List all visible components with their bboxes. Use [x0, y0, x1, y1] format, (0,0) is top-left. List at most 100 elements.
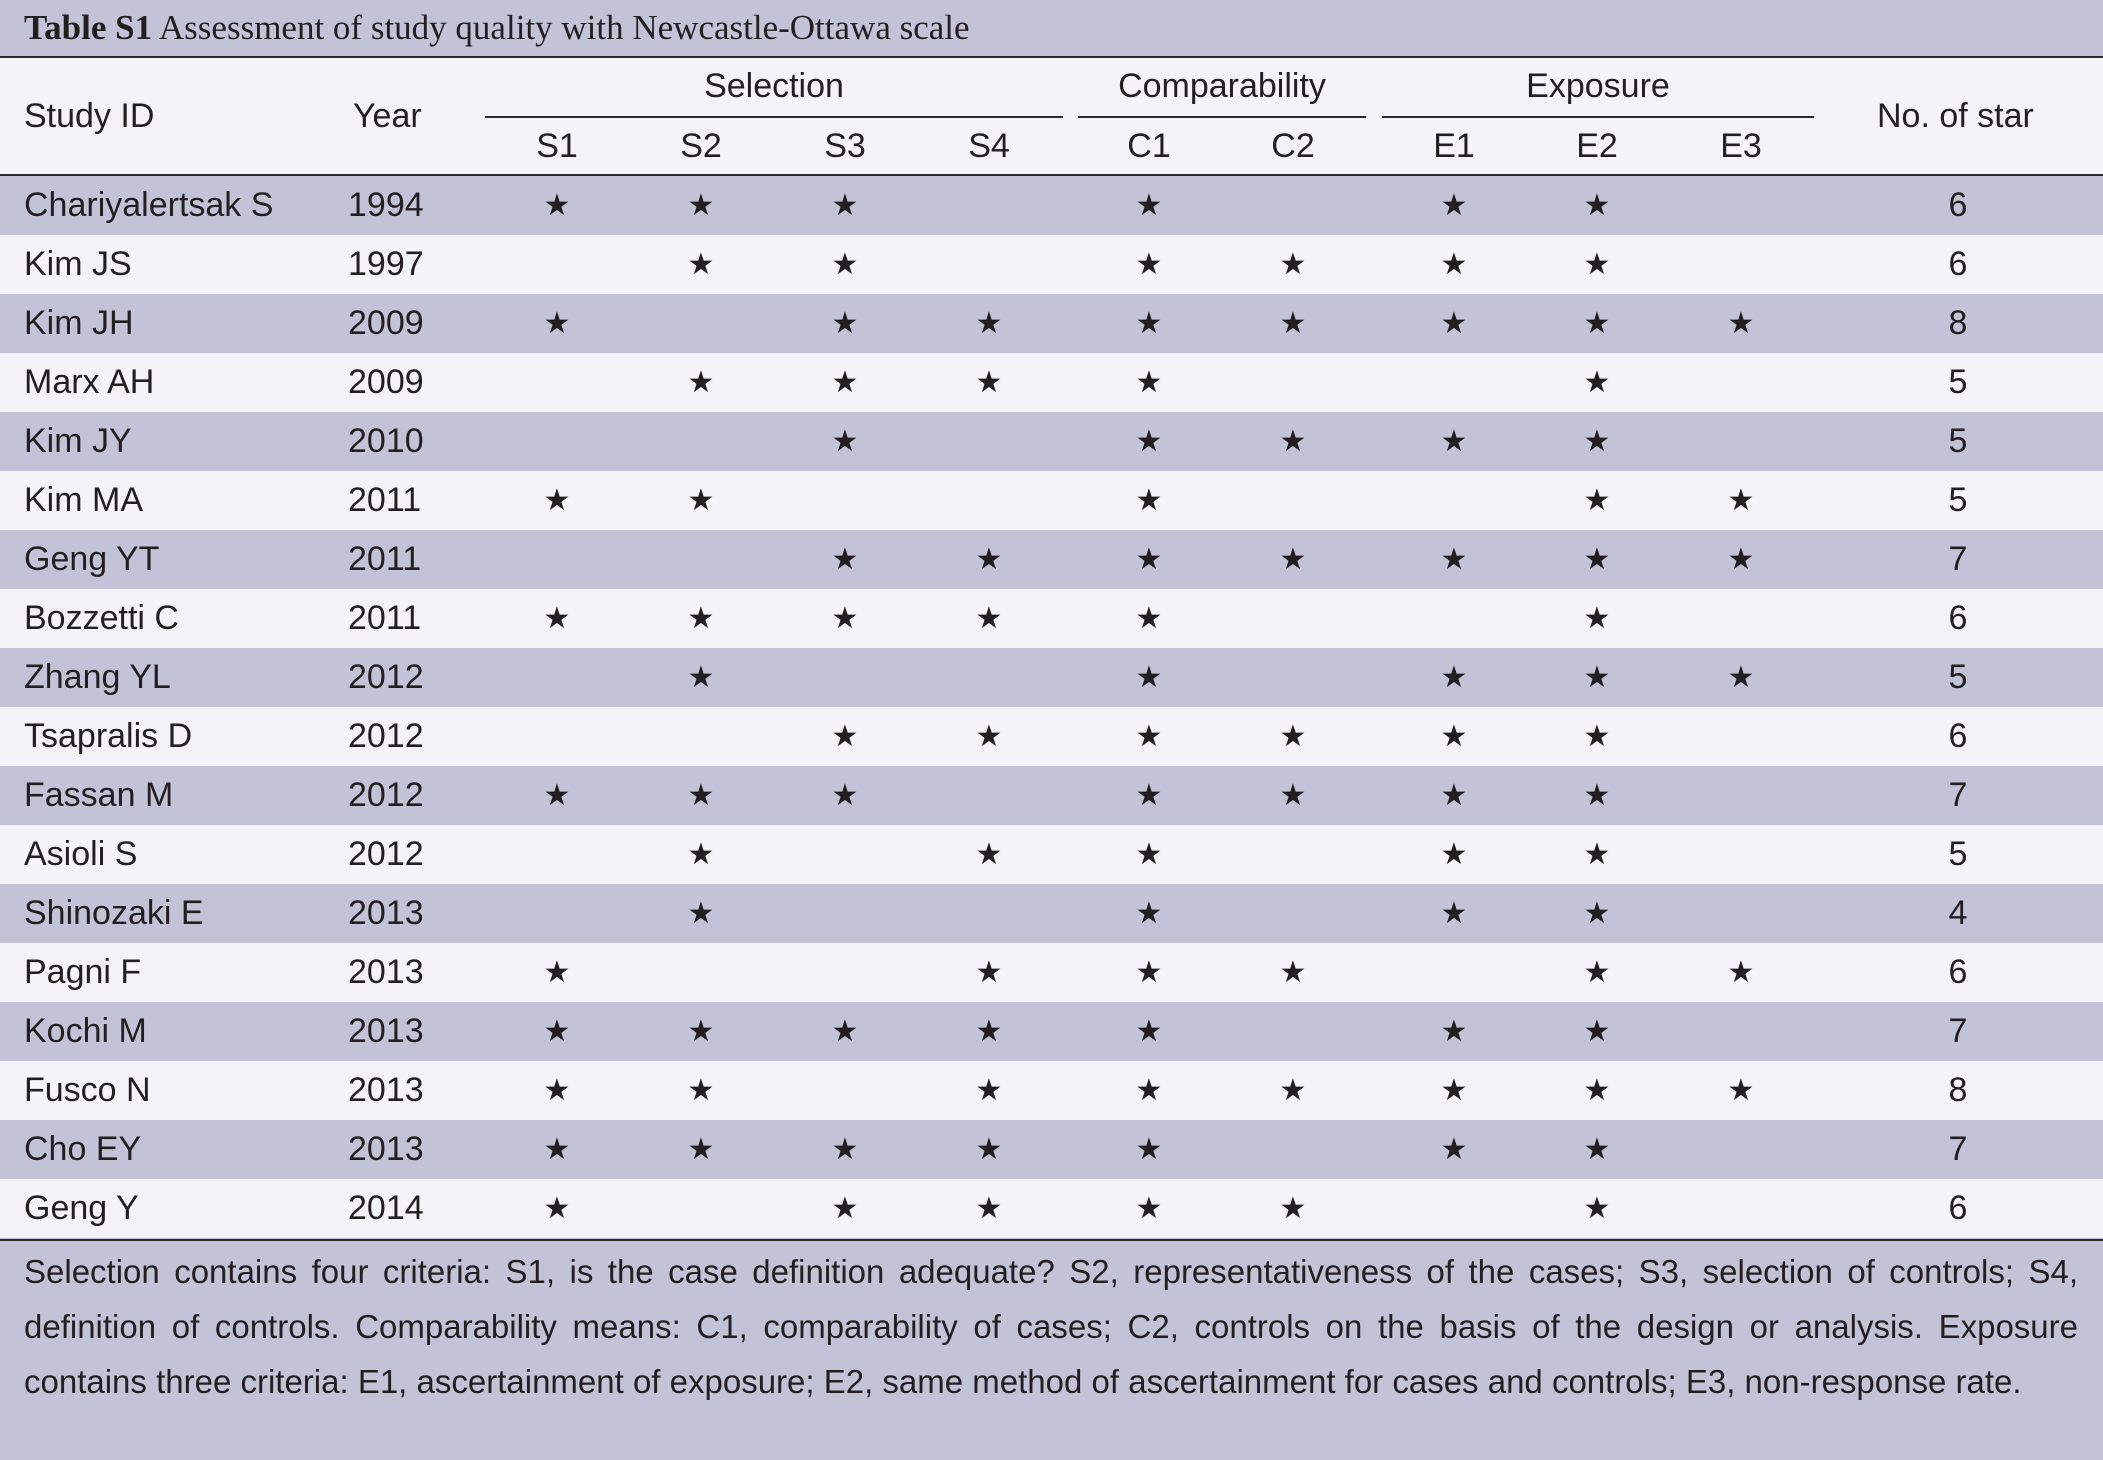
- star-icon: ★: [975, 955, 1003, 990]
- cell-study-id: Kochi M: [24, 1012, 147, 1050]
- star-icon: ★: [687, 1014, 715, 1049]
- header-no-of-star: No. of star: [1877, 97, 2034, 135]
- cell-star-total: 4: [1948, 894, 1968, 932]
- star-icon: ★: [1440, 719, 1468, 754]
- star-icon: ★: [1440, 1132, 1468, 1167]
- star-icon: ★: [831, 601, 859, 636]
- star-icon: ★: [687, 247, 715, 282]
- cell-study-id: Geng YT: [24, 540, 160, 578]
- star-icon: ★: [1135, 896, 1163, 931]
- star-icon: ★: [975, 1073, 1003, 1108]
- table-row: Cho EY 2013 ★ ★ ★ ★ ★ ★ ★ 7: [0, 1120, 2103, 1179]
- star-icon: ★: [687, 601, 715, 636]
- star-icon: ★: [1440, 424, 1468, 459]
- star-icon: ★: [1583, 601, 1611, 636]
- star-icon: ★: [975, 601, 1003, 636]
- star-icon: ★: [1583, 896, 1611, 931]
- star-icon: ★: [687, 778, 715, 813]
- header-criterion-s3: S3: [824, 127, 866, 165]
- header-group-selection: Selection: [704, 67, 844, 105]
- star-icon: ★: [1135, 660, 1163, 695]
- cell-year: 2012: [348, 776, 424, 814]
- star-icon: ★: [1583, 542, 1611, 577]
- star-icon: ★: [687, 660, 715, 695]
- cell-study-id: Zhang YL: [24, 658, 171, 696]
- star-icon: ★: [1135, 1073, 1163, 1108]
- cell-study-id: Fassan M: [24, 776, 174, 814]
- star-icon: ★: [975, 837, 1003, 872]
- star-icon: ★: [1727, 955, 1755, 990]
- star-icon: ★: [831, 542, 859, 577]
- star-icon: ★: [1279, 542, 1307, 577]
- star-icon: ★: [1279, 778, 1307, 813]
- star-icon: ★: [687, 365, 715, 400]
- star-icon: ★: [1583, 424, 1611, 459]
- cell-star-total: 8: [1948, 304, 1968, 342]
- star-icon: ★: [543, 955, 571, 990]
- star-icon: ★: [1583, 365, 1611, 400]
- star-icon: ★: [543, 188, 571, 223]
- cell-study-id: Kim JH: [24, 304, 134, 342]
- star-icon: ★: [1135, 542, 1163, 577]
- cell-year: 1994: [348, 186, 424, 224]
- table-caption: Table S1 Assessment of study quality wit…: [0, 0, 2103, 58]
- star-icon: ★: [687, 837, 715, 872]
- star-icon: ★: [1583, 778, 1611, 813]
- star-icon: ★: [543, 1191, 571, 1226]
- cell-year: 2013: [348, 953, 424, 991]
- star-icon: ★: [1583, 1014, 1611, 1049]
- header-study-id: Study ID: [24, 97, 155, 135]
- cell-year: 2011: [348, 540, 422, 578]
- star-icon: ★: [1135, 306, 1163, 341]
- comparability-group-rule: [1078, 116, 1366, 118]
- star-icon: ★: [975, 365, 1003, 400]
- star-icon: ★: [543, 778, 571, 813]
- table-row: Shinozaki E 2013 ★ ★ ★ ★ 4: [0, 884, 2103, 943]
- star-icon: ★: [1583, 955, 1611, 990]
- table-row: Bozzetti C 2011 ★ ★ ★ ★ ★ ★ 6: [0, 589, 2103, 648]
- table-title: Assessment of study quality with Newcast…: [158, 8, 970, 47]
- table-row: Tsapralis D 2012 ★ ★ ★ ★ ★ ★ 6: [0, 707, 2103, 766]
- cell-year: 2009: [348, 363, 424, 401]
- cell-study-id: Bozzetti C: [24, 599, 179, 637]
- header-criterion-c1: C1: [1127, 127, 1171, 165]
- cell-star-total: 7: [1948, 776, 1968, 814]
- star-icon: ★: [1135, 601, 1163, 636]
- header-criterion-e1: E1: [1433, 127, 1475, 165]
- star-icon: ★: [543, 1132, 571, 1167]
- star-icon: ★: [975, 719, 1003, 754]
- star-icon: ★: [1583, 719, 1611, 754]
- cell-study-id: Fusco N: [24, 1071, 151, 1109]
- star-icon: ★: [1135, 1014, 1163, 1049]
- table-row: Fusco N 2013 ★ ★ ★ ★ ★ ★ ★ ★ 8: [0, 1061, 2103, 1120]
- star-icon: ★: [687, 896, 715, 931]
- cell-study-id: Pagni F: [24, 953, 142, 991]
- cell-star-total: 7: [1948, 540, 1968, 578]
- cell-study-id: Shinozaki E: [24, 894, 204, 932]
- star-icon: ★: [1583, 1073, 1611, 1108]
- star-icon: ★: [1279, 955, 1307, 990]
- cell-year: 2009: [348, 304, 424, 342]
- star-icon: ★: [1279, 306, 1307, 341]
- star-icon: ★: [543, 483, 571, 518]
- cell-year: 2012: [348, 658, 424, 696]
- cell-star-total: 6: [1948, 186, 1968, 224]
- star-icon: ★: [975, 1132, 1003, 1167]
- star-icon: ★: [831, 1191, 859, 1226]
- star-icon: ★: [1440, 247, 1468, 282]
- cell-star-total: 7: [1948, 1130, 1968, 1168]
- cell-year: 2010: [348, 422, 424, 460]
- star-icon: ★: [1440, 306, 1468, 341]
- cell-year: 2014: [348, 1189, 424, 1227]
- cell-star-total: 6: [1948, 599, 1968, 637]
- cell-star-total: 5: [1948, 835, 1968, 873]
- table-row: Asioli S 2012 ★ ★ ★ ★ ★ 5: [0, 825, 2103, 884]
- star-icon: ★: [831, 306, 859, 341]
- table-row: Chariyalertsak S 1994 ★ ★ ★ ★ ★ ★ 6: [0, 176, 2103, 235]
- header-group-exposure: Exposure: [1526, 67, 1670, 105]
- star-icon: ★: [1440, 188, 1468, 223]
- star-icon: ★: [831, 365, 859, 400]
- star-icon: ★: [1440, 896, 1468, 931]
- star-icon: ★: [1727, 1073, 1755, 1108]
- star-icon: ★: [1279, 1191, 1307, 1226]
